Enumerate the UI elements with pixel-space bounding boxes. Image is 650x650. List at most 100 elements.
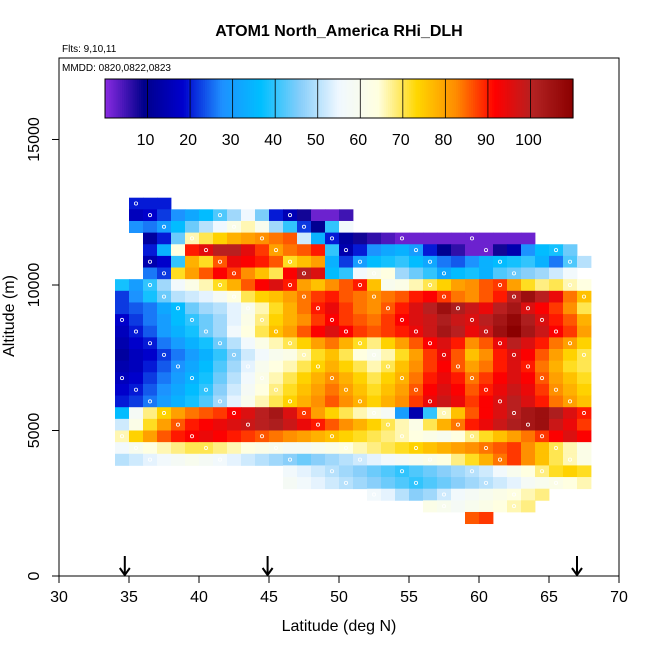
sample-point	[301, 271, 306, 276]
heatmap-cell	[339, 407, 354, 420]
heatmap-cell	[227, 407, 242, 420]
heatmap-cell	[479, 314, 494, 327]
heatmap-cell	[255, 209, 270, 222]
heatmap-cell	[521, 279, 536, 292]
heatmap-cell	[353, 325, 368, 338]
heatmap-cell	[465, 244, 480, 257]
colorbar-swatch	[466, 79, 470, 118]
heatmap-cell	[171, 349, 186, 362]
heatmap-cell	[199, 453, 214, 466]
heatmap-cell	[437, 430, 452, 443]
colorbar-swatch	[209, 79, 212, 118]
colorbar-swatch	[409, 79, 412, 118]
heatmap-cell	[395, 465, 410, 478]
colorbar-swatch	[383, 79, 387, 118]
heatmap-cell	[521, 500, 536, 513]
heatmap-cell	[577, 279, 592, 292]
sample-point	[315, 306, 320, 311]
sample-point	[399, 317, 404, 322]
colorbar-tick-label: 50	[307, 132, 325, 149]
heatmap-cell	[353, 477, 368, 490]
heatmap-cell	[535, 488, 550, 501]
sample-point	[231, 352, 236, 357]
heatmap-cell	[423, 255, 438, 268]
colorbar-swatch	[319, 79, 323, 118]
colorbar-swatch	[415, 79, 419, 118]
heatmap-cell	[297, 337, 312, 350]
heatmap-cell	[171, 418, 186, 431]
heatmap-cell	[353, 430, 368, 443]
heatmap-cell	[339, 372, 354, 385]
colorbar-swatch	[119, 79, 123, 118]
colorbar-swatch	[570, 79, 574, 118]
colorbar-swatch	[492, 79, 495, 118]
colorbar-swatch	[504, 79, 508, 118]
heatmap-cell	[241, 314, 256, 327]
y-tick-label: 0	[26, 571, 43, 580]
heatmap-cell	[563, 349, 578, 362]
sample-point	[568, 259, 573, 264]
colorbar-swatch	[281, 79, 285, 118]
heatmap-cell	[339, 337, 354, 350]
heatmap-cell	[465, 302, 480, 315]
colorbar-swatch	[513, 79, 517, 118]
heatmap-cell	[409, 279, 424, 292]
sample-point	[175, 422, 180, 427]
heatmap-cell	[269, 302, 284, 315]
heatmap-cell	[451, 267, 466, 280]
sample-point	[371, 411, 376, 416]
colorbar-swatch	[124, 79, 127, 118]
heatmap-cell	[367, 232, 382, 245]
colorbar-swatch	[396, 79, 400, 118]
heatmap-cell	[353, 383, 368, 396]
heatmap-cell	[395, 244, 410, 257]
heatmap-cell	[115, 383, 130, 396]
heatmap-cell	[437, 279, 452, 292]
colorbar-swatch	[200, 79, 204, 118]
colorbar-swatch	[309, 79, 312, 118]
heatmap-cell	[283, 325, 298, 338]
heatmap-cell	[213, 453, 228, 466]
flight-sample-points	[120, 201, 587, 509]
sample-point	[413, 445, 418, 450]
colorbar-swatch	[366, 79, 370, 118]
heatmap-cell	[311, 477, 326, 490]
heatmap-cell	[465, 500, 480, 513]
sample-point	[483, 248, 488, 253]
sample-point	[399, 236, 404, 241]
heatmap-cell	[423, 407, 438, 420]
colorbar-swatch	[441, 79, 444, 118]
heatmap-cell	[465, 418, 480, 431]
heatmap-cell	[507, 465, 522, 478]
heatmap-cell	[269, 314, 284, 327]
heatmap-cell	[409, 244, 424, 257]
heatmap-cell	[283, 220, 298, 234]
heatmap-cell	[171, 290, 186, 303]
sample-point	[441, 411, 446, 416]
heatmap-cell	[535, 383, 550, 396]
colorbar-swatch	[483, 79, 487, 118]
heatmap-cell	[479, 511, 494, 525]
colorbar-swatch	[468, 79, 472, 118]
heatmap-cell	[521, 453, 536, 466]
heatmap-cell	[213, 407, 228, 420]
heatmap-cell	[185, 360, 200, 373]
heatmap-cell	[339, 349, 354, 362]
colorbar-swatch	[117, 79, 121, 118]
sample-point	[399, 469, 404, 474]
colorbar-swatch	[128, 79, 132, 118]
heatmap-cell	[171, 360, 186, 373]
heatmap-cell	[493, 232, 508, 245]
colorbar-swatch	[245, 79, 249, 118]
heatmap-cell	[171, 407, 186, 420]
heatmap-cells	[115, 197, 592, 525]
heatmap-cell	[227, 209, 242, 222]
colorbar-swatch	[175, 79, 178, 118]
colorbar-swatch	[234, 79, 238, 118]
colorbar-swatch	[490, 79, 493, 118]
heatmap-cell	[507, 407, 522, 420]
heatmap-cell	[325, 255, 340, 268]
heatmap-cell	[311, 453, 326, 466]
heatmap-cell	[157, 325, 172, 338]
heatmap-cell	[213, 430, 228, 443]
